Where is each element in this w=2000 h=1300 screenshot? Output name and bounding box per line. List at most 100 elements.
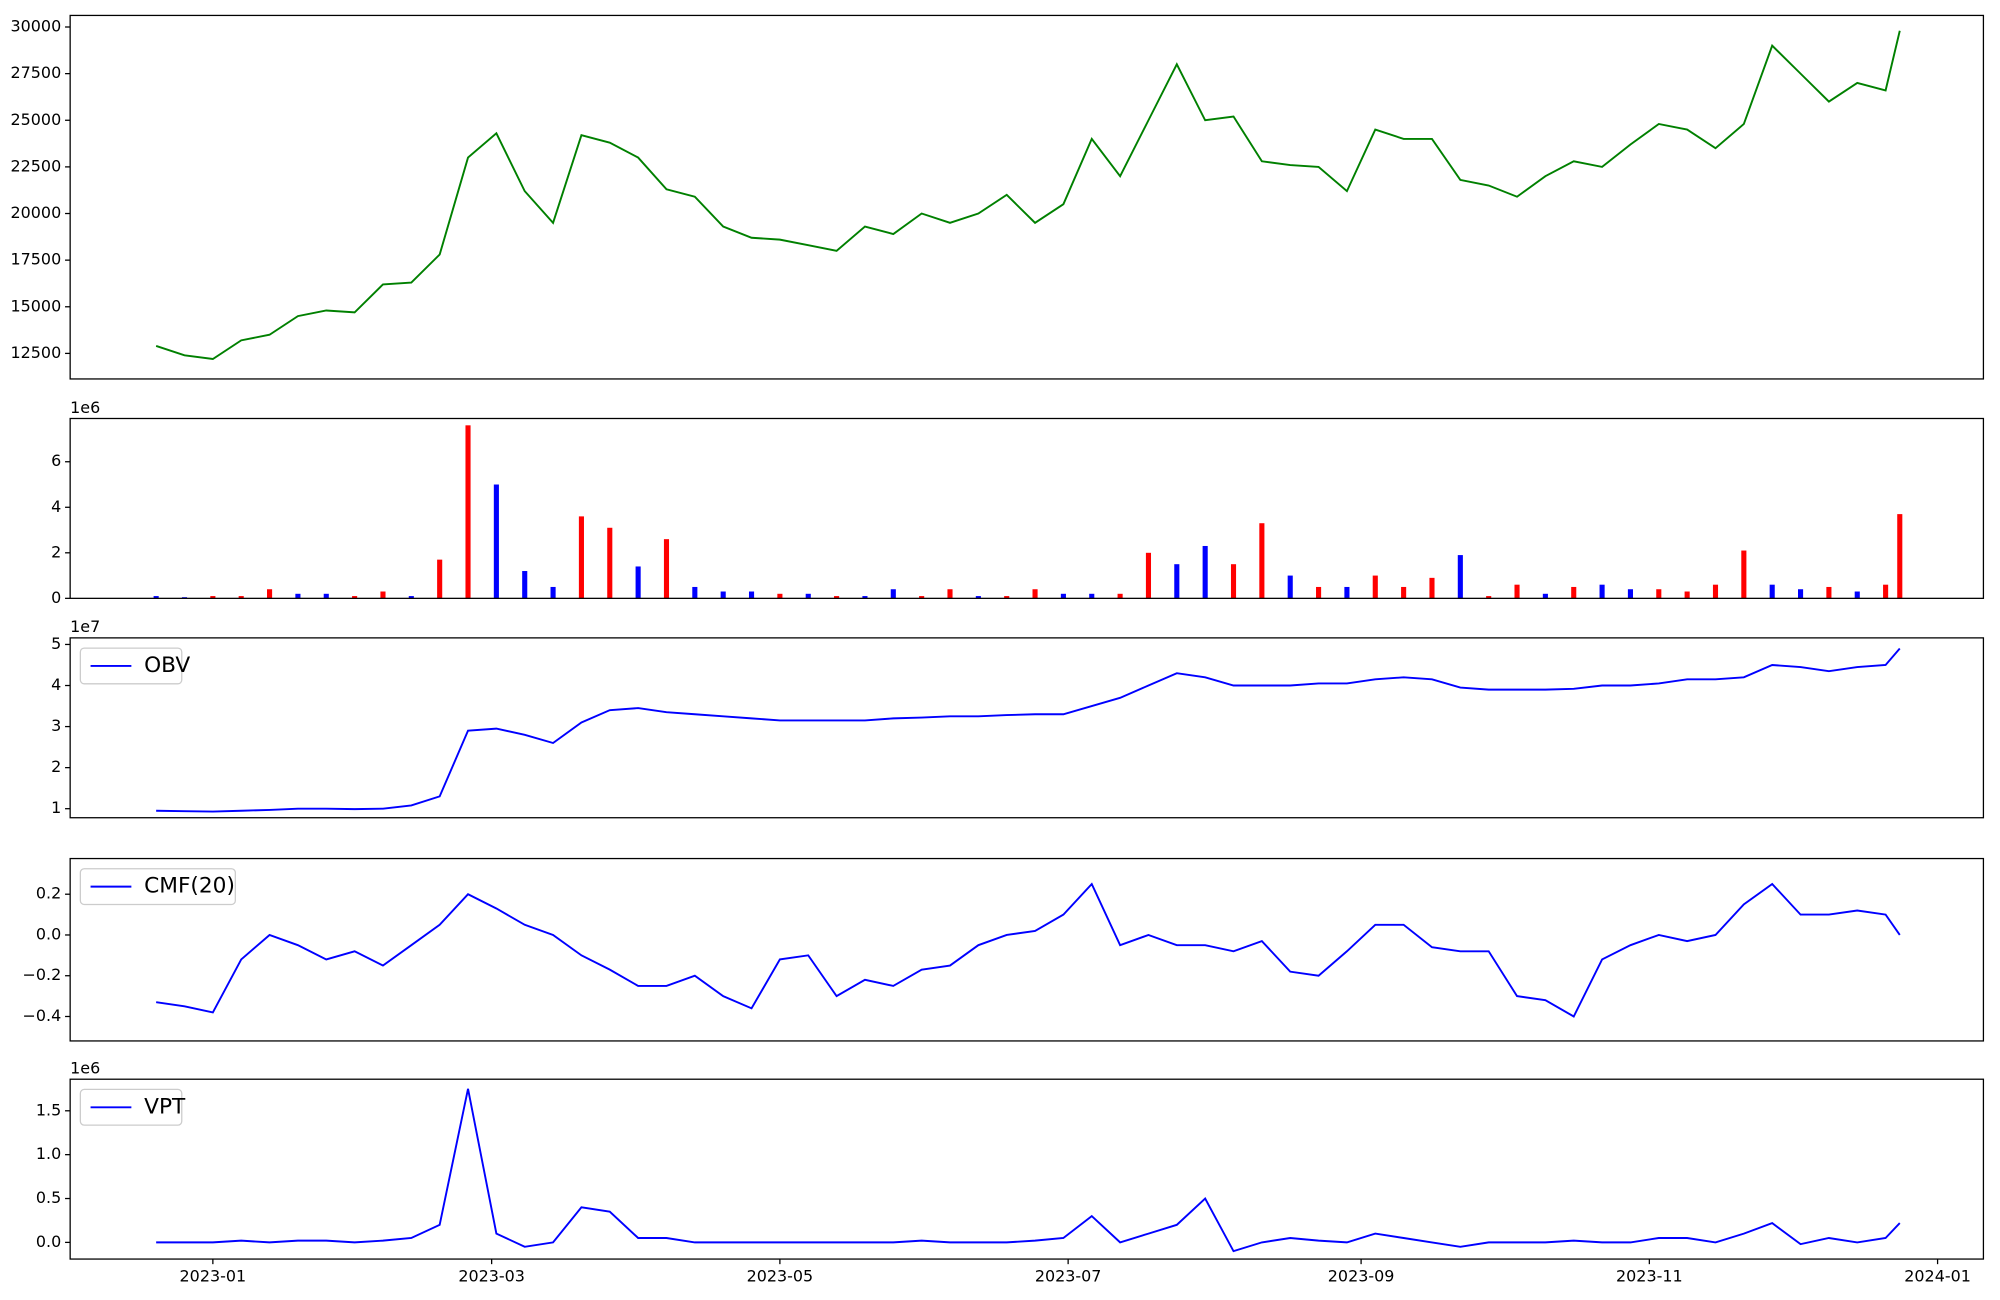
data-line bbox=[156, 1088, 1901, 1253]
x-tick-label: 2023-09 bbox=[1328, 1266, 1395, 1285]
bar bbox=[1344, 586, 1350, 599]
y-tick-label: 0.5 bbox=[36, 1188, 61, 1207]
bar bbox=[323, 593, 329, 599]
y-tick-label: 2 bbox=[51, 757, 61, 776]
bar bbox=[437, 559, 443, 599]
offset-text: 1e7 bbox=[70, 617, 100, 636]
bar bbox=[493, 484, 499, 599]
y-tick-label: 15000 bbox=[11, 296, 62, 315]
bar bbox=[1174, 564, 1180, 599]
plot-frame bbox=[69, 1078, 1985, 1260]
plot-frame bbox=[69, 417, 1985, 599]
y-tick-label: 0.2 bbox=[36, 884, 61, 903]
offset-text: 1e6 bbox=[70, 1059, 100, 1078]
y-tick-label: 12500 bbox=[11, 343, 62, 362]
bar bbox=[1032, 589, 1038, 599]
bar bbox=[862, 596, 868, 599]
bar bbox=[153, 596, 159, 599]
bar bbox=[1797, 589, 1804, 599]
bar bbox=[834, 596, 840, 599]
y-tick-label: 30000 bbox=[11, 16, 62, 35]
bar bbox=[1514, 584, 1520, 599]
plot-frame bbox=[69, 857, 1985, 1042]
y-tick-label: 4 bbox=[51, 675, 61, 694]
bar bbox=[919, 596, 925, 599]
bar bbox=[1230, 564, 1237, 599]
x-tick-label: 2023-07 bbox=[1035, 1266, 1102, 1285]
bar bbox=[1542, 593, 1548, 599]
bar bbox=[1429, 577, 1435, 599]
bar bbox=[1769, 584, 1775, 599]
bar bbox=[890, 589, 896, 599]
bar bbox=[1259, 523, 1265, 599]
bar bbox=[692, 586, 698, 599]
x-tick-label: 2023-03 bbox=[458, 1266, 525, 1285]
bar bbox=[522, 571, 528, 599]
bar bbox=[1854, 591, 1860, 599]
bar bbox=[777, 593, 783, 599]
bar bbox=[1202, 545, 1208, 599]
bar bbox=[1571, 586, 1577, 599]
bar bbox=[1089, 593, 1095, 599]
bar bbox=[1741, 550, 1747, 599]
bar bbox=[295, 593, 301, 599]
y-tick-label: 17500 bbox=[11, 250, 62, 269]
bar bbox=[1457, 555, 1463, 599]
data-line bbox=[155, 30, 1901, 360]
bar bbox=[578, 516, 584, 599]
bar bbox=[1060, 593, 1066, 599]
y-tick-label: 2 bbox=[51, 542, 61, 561]
bar bbox=[720, 591, 726, 599]
bar bbox=[1627, 589, 1633, 599]
bar bbox=[1599, 584, 1605, 599]
bar bbox=[1316, 586, 1322, 599]
bar bbox=[465, 425, 471, 599]
y-tick-label: 3 bbox=[51, 716, 61, 735]
bar bbox=[1401, 586, 1407, 599]
plot-frame bbox=[69, 637, 1985, 819]
legend-label: OBV bbox=[144, 653, 190, 678]
bar bbox=[663, 539, 670, 599]
x-tick-label: 2023-01 bbox=[180, 1266, 247, 1285]
x-tick-label: 2024-01 bbox=[1904, 1266, 1971, 1285]
y-tick-label: 1.0 bbox=[36, 1144, 61, 1163]
y-tick-label: 25000 bbox=[11, 110, 62, 129]
y-tick-label: −0.2 bbox=[23, 965, 62, 984]
bar bbox=[635, 566, 641, 599]
y-tick-label: 27500 bbox=[11, 63, 62, 82]
bar bbox=[1897, 514, 1903, 599]
bar bbox=[1883, 584, 1889, 599]
bar bbox=[1004, 596, 1010, 599]
bar bbox=[1145, 552, 1152, 599]
bar bbox=[1656, 589, 1662, 599]
y-tick-label: 1 bbox=[51, 798, 61, 817]
legend-label: VPT bbox=[144, 1094, 186, 1119]
bar bbox=[1372, 575, 1378, 599]
y-tick-label: 4 bbox=[51, 497, 61, 516]
offset-text: 1e6 bbox=[70, 398, 100, 417]
y-tick-label: 0.0 bbox=[36, 924, 61, 943]
bar bbox=[1486, 596, 1492, 599]
plot-frame bbox=[69, 14, 1985, 380]
bar bbox=[1684, 591, 1690, 599]
bar bbox=[975, 596, 981, 599]
bar bbox=[1117, 593, 1123, 599]
bar bbox=[1826, 586, 1832, 599]
bar bbox=[380, 591, 386, 599]
legend-box bbox=[79, 868, 236, 906]
bar bbox=[1712, 584, 1719, 599]
bar bbox=[748, 591, 755, 599]
x-tick-label: 2023-05 bbox=[747, 1266, 814, 1285]
bar bbox=[805, 593, 811, 599]
bar bbox=[1287, 575, 1293, 599]
bar bbox=[947, 589, 953, 599]
bar bbox=[607, 527, 613, 599]
bar bbox=[352, 596, 358, 599]
bar bbox=[408, 596, 414, 599]
y-tick-label: 5 bbox=[51, 634, 61, 653]
x-tick-label: 2023-11 bbox=[1616, 1266, 1683, 1285]
y-tick-label: 1.5 bbox=[36, 1100, 61, 1119]
y-tick-label: 20000 bbox=[11, 203, 62, 222]
bar bbox=[210, 596, 216, 599]
